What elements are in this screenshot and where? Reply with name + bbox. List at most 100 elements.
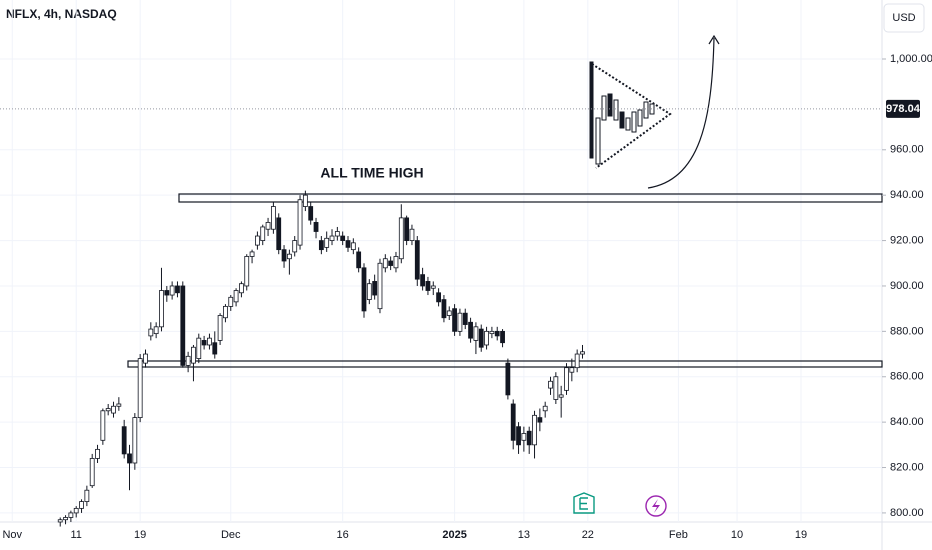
candle-body <box>191 346 196 364</box>
x-tick-label: Dec <box>221 529 241 541</box>
arrow-head <box>708 34 720 45</box>
candle-body <box>68 512 74 518</box>
projection <box>589 34 720 189</box>
candle-body <box>239 283 244 294</box>
candle-body <box>446 310 452 316</box>
candle-body <box>409 228 415 241</box>
y-tick-label: 800.00 <box>890 507 924 519</box>
zones <box>127 193 883 368</box>
candle-body <box>324 237 330 248</box>
candle-body <box>425 281 431 291</box>
candle-body <box>500 330 505 344</box>
candle-body <box>457 312 463 332</box>
x-tick-label: 11 <box>70 529 81 541</box>
candle-body <box>430 285 436 289</box>
candle-body <box>297 199 303 246</box>
candle-body <box>212 342 218 355</box>
candle-body <box>100 410 106 441</box>
candle-body <box>233 290 239 303</box>
candle-body <box>388 260 394 266</box>
annotation: ALL TIME HIGH <box>320 165 423 181</box>
candle-body <box>404 217 410 241</box>
candle-body <box>340 235 346 241</box>
candle-body <box>281 249 287 262</box>
x-tick-label: 16 <box>337 529 349 541</box>
y-tick-label: 820.00 <box>890 461 924 473</box>
projection-candle <box>625 117 631 131</box>
y-tick-label: 840.00 <box>890 416 924 428</box>
candle-body <box>137 358 143 419</box>
currency: USD <box>892 12 915 24</box>
x-tick-label: Feb <box>669 529 688 541</box>
candle-body <box>505 362 511 396</box>
candle-body <box>111 405 116 414</box>
candle-body <box>350 242 356 251</box>
candle-body <box>260 226 266 241</box>
candle-body <box>79 501 84 509</box>
candle-body <box>207 337 212 346</box>
candle-body <box>318 240 324 251</box>
candle-body <box>414 240 420 280</box>
candle-body <box>510 403 516 441</box>
projection-candle <box>613 99 619 121</box>
candle-body <box>377 262 383 310</box>
candle-body <box>420 274 426 287</box>
candle-body <box>537 417 543 423</box>
candle-body <box>393 256 399 269</box>
y-tick-label: 960.00 <box>890 144 924 156</box>
y-tick-label: 880.00 <box>890 325 924 337</box>
candle-body <box>436 292 442 303</box>
candle-body <box>201 340 207 346</box>
candle-body <box>382 258 388 269</box>
y-tick-label: 940.00 <box>890 189 924 201</box>
candle-body <box>132 417 138 464</box>
candle-body <box>532 414 537 446</box>
projection-candle <box>595 117 601 165</box>
projection-candle <box>643 101 649 119</box>
candle-body <box>569 367 575 373</box>
candle-body <box>574 353 580 369</box>
candle-body <box>329 235 335 241</box>
projection-candle <box>631 111 637 133</box>
candle-body <box>452 308 457 332</box>
candle-body <box>244 256 250 287</box>
y-tick-label: 900.00 <box>890 280 924 292</box>
projection-candle <box>637 109 643 127</box>
candle-body <box>228 296 234 307</box>
candle-body <box>73 507 79 514</box>
candle-body <box>249 251 255 257</box>
currency-box[interactable] <box>883 3 925 33</box>
candle-body <box>548 380 553 389</box>
last-price-label: 978.04 <box>886 103 921 115</box>
x-tick-label: 2025 <box>442 529 466 541</box>
y-tick-label: 920.00 <box>890 234 924 246</box>
candle-body <box>580 351 585 355</box>
projection-candle <box>607 93 613 117</box>
earnings-letter <box>579 497 588 510</box>
candle-body <box>398 217 404 260</box>
candle-body <box>345 240 351 248</box>
candle-body <box>196 337 202 359</box>
support-zone <box>127 360 883 368</box>
candle-body <box>148 328 154 337</box>
x-tick-label: 10 <box>731 529 743 541</box>
x-tick-label: 13 <box>518 529 530 541</box>
candle-body <box>153 326 159 335</box>
candle-body <box>84 489 90 502</box>
candle-body <box>265 222 271 230</box>
pennant <box>591 63 672 169</box>
candle-body <box>542 405 548 412</box>
candle-body <box>356 251 362 269</box>
events[interactable] <box>573 492 667 517</box>
candle-body <box>516 426 521 446</box>
candle-body <box>489 330 495 335</box>
ath-zone <box>178 193 883 203</box>
candle-body <box>159 290 164 328</box>
candle-body <box>223 305 228 319</box>
candle-body <box>334 231 340 237</box>
x-tick-label: Nov <box>2 529 22 541</box>
x-tick-label: 22 <box>582 529 594 541</box>
candle-body <box>494 330 500 337</box>
candle-body <box>473 326 479 341</box>
